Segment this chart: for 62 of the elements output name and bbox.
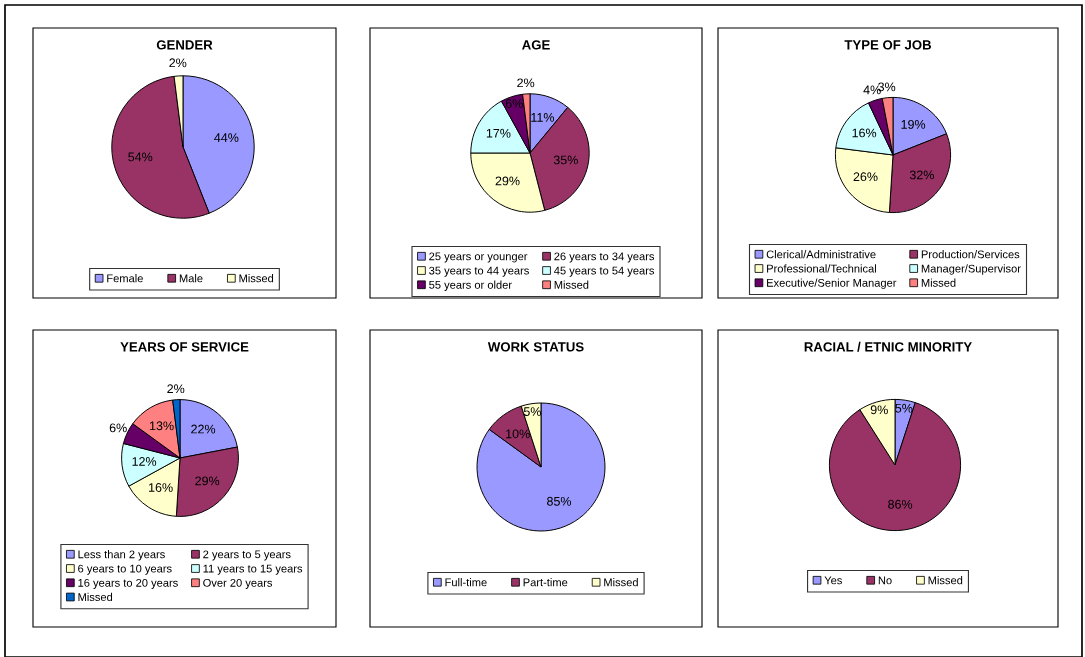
data-label: 32% <box>909 170 934 180</box>
legend-label: 55 years or older <box>429 280 512 291</box>
legend-label: Less than 2 years <box>78 550 165 561</box>
legend-label: 26 years to 34 years <box>554 252 655 263</box>
data-label: 2% <box>167 384 185 394</box>
data-label: 86% <box>888 499 913 509</box>
data-label: 13% <box>150 421 174 431</box>
chart-title: TYPE OF JOB <box>844 40 932 50</box>
data-label: 29% <box>495 176 520 186</box>
pie-slice <box>488 405 542 468</box>
data-label: 44% <box>214 133 239 143</box>
legend-label: Over 20 years <box>203 578 273 589</box>
data-label: 54% <box>128 152 153 162</box>
legend-label: 16 years to 20 years <box>78 578 178 589</box>
chart-title: RACIAL / ETNIC MINORITY <box>804 341 972 352</box>
legend-label: Full-time <box>445 578 487 587</box>
legend-label: 11 years to 15 years <box>203 564 303 575</box>
legend-label: Production/Services <box>921 250 1020 259</box>
legend-label: Female <box>107 274 143 283</box>
pie-slice <box>828 402 962 532</box>
data-label: 9% <box>870 405 888 415</box>
legend-label: Missed <box>239 274 274 283</box>
legend-label: Part-time <box>523 578 568 587</box>
chart-title: WORK STATUS <box>487 342 584 352</box>
data-label: 16% <box>149 483 173 492</box>
data-label: 29% <box>195 476 220 486</box>
legend-label: Professional/Technical <box>767 264 876 273</box>
data-label: 5% <box>523 407 541 416</box>
data-label: 17% <box>486 128 511 138</box>
legend-label: Missed <box>921 278 956 287</box>
data-label: 35% <box>553 155 578 165</box>
legend-label: Executive/Senior Manager <box>767 278 897 289</box>
legend-label: 45 years to 54 years <box>554 266 655 277</box>
data-label: 19% <box>901 119 926 129</box>
data-label: 2% <box>517 78 535 88</box>
legend-label: Missed <box>928 576 963 585</box>
chart-title: AGE <box>522 40 550 50</box>
pie-slice <box>476 402 606 532</box>
legend-label: Clerical/Administrative <box>766 250 876 259</box>
legend-label: Yes <box>824 576 842 585</box>
data-label: 11% <box>531 113 555 122</box>
data-label: 26% <box>853 172 878 182</box>
legend-label: 2 years to 5 years <box>203 550 291 561</box>
data-label: 12% <box>132 457 157 466</box>
data-label: 85% <box>547 496 572 506</box>
data-label: 16% <box>852 128 877 138</box>
legend-label: 35 years to 44 years <box>429 266 529 277</box>
legend-label: Manager/Supervisor <box>921 264 1021 275</box>
chart-title: GENDER <box>156 40 213 50</box>
data-label: 2% <box>169 58 187 68</box>
data-label: 10% <box>506 429 530 439</box>
data-label: 6% <box>505 99 523 108</box>
chart-title: YEARS OF SERVICE <box>120 342 249 352</box>
legend-label: Missed <box>554 280 589 289</box>
data-label: 6% <box>109 423 127 433</box>
legend-label: No <box>878 576 892 585</box>
legend-label: Missed <box>604 578 638 587</box>
data-label: 22% <box>191 424 216 434</box>
legend-label: Missed <box>78 592 113 602</box>
legend-label: 6 years to 10 years <box>78 564 172 575</box>
legend-label: 25 years or younger <box>429 252 528 263</box>
legend-label: Male <box>179 274 203 283</box>
